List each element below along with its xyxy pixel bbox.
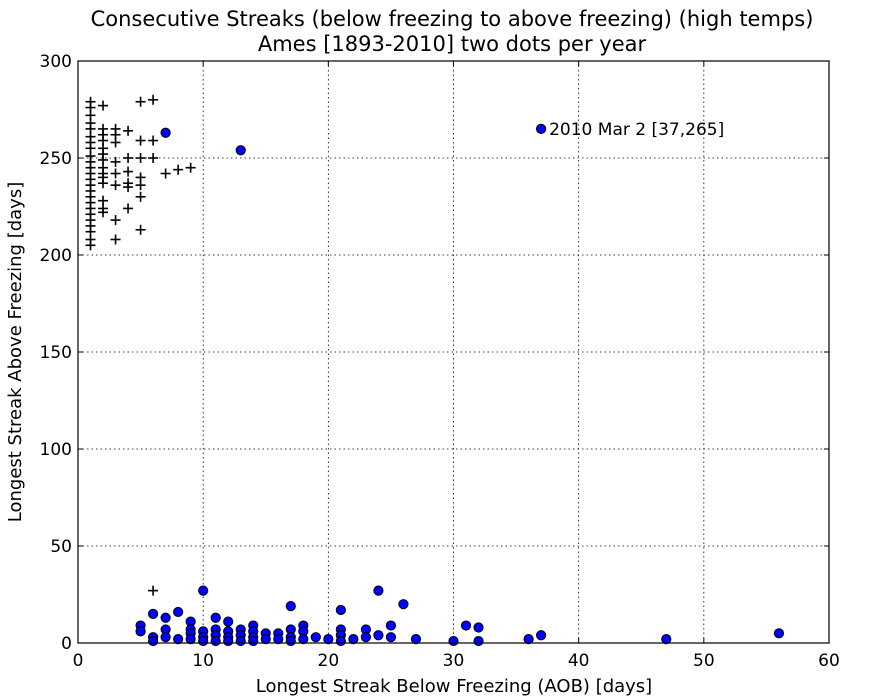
y-tick-label: 150: [40, 343, 72, 363]
x-axis-label: Longest Streak Below Freezing (AOB) [day…: [256, 676, 652, 697]
data-point-circle: [135, 626, 146, 637]
data-point-plus: [148, 135, 159, 146]
data-point-plus: [98, 100, 109, 111]
data-point-plus: [110, 215, 121, 226]
data-point-plus: [123, 153, 134, 163]
x-tick-labels: 0 10 20 30 40 50 60: [73, 651, 840, 671]
data-point-circle: [323, 634, 334, 645]
data-point-plus: [110, 168, 121, 179]
x-tick-label: 50: [693, 651, 715, 671]
data-point-plus: [135, 224, 146, 235]
data-point-circle: [385, 632, 397, 643]
data-point-plus: [110, 234, 121, 245]
data-point-circle: [335, 604, 346, 616]
y-tick-label: 50: [50, 537, 72, 557]
data-point-circle: [448, 635, 459, 647]
data-point-circle: [410, 634, 422, 645]
data-point-circle: [235, 145, 246, 156]
data-point-circle: [335, 635, 346, 647]
y-tick-label: 300: [40, 52, 72, 72]
data-point-circle: [398, 599, 409, 610]
x-tick-label: 40: [568, 651, 590, 671]
data-point-circle: [160, 612, 171, 623]
x-tick-label: 0: [73, 651, 84, 671]
y-tick-label: 200: [40, 246, 72, 266]
data-point-plus: [98, 207, 109, 218]
data-point-circle: [198, 635, 209, 647]
x-tick-label: 10: [192, 651, 214, 671]
y-tick-label: 250: [40, 149, 72, 169]
data-point-circle: [260, 634, 271, 645]
y-tick-label: 0: [61, 634, 72, 654]
x-tick-label: 20: [318, 651, 340, 671]
data-markers: [85, 94, 785, 647]
data-point-plus: [110, 156, 121, 167]
chart-title: Consecutive Streaks (below freezing to a…: [91, 7, 814, 31]
data-point-plus: [123, 182, 134, 193]
data-point-circle: [148, 608, 159, 620]
data-point-circle: [373, 585, 384, 596]
data-point-plus: [160, 168, 171, 179]
data-point-circle: [773, 628, 785, 639]
data-point-circle: [373, 630, 384, 641]
data-point-circle: [198, 585, 209, 596]
data-point-plus: [148, 94, 159, 105]
data-point-plus: [85, 240, 96, 251]
data-point-circle: [173, 634, 184, 645]
data-point-plus: [123, 166, 134, 177]
x-tick-label: 30: [443, 651, 465, 671]
y-axis-label: Longest Streak Above Freezing [days]: [5, 182, 26, 522]
data-point-circle: [360, 632, 371, 643]
data-point-circle: [210, 612, 221, 623]
data-point-plus: [148, 585, 159, 596]
data-point-plus: [173, 164, 184, 175]
data-point-circle: [661, 634, 672, 645]
data-point-plus: [185, 162, 196, 173]
data-point-plus: [135, 153, 146, 163]
data-point-circle: [310, 632, 321, 643]
data-point-circle: [285, 601, 296, 612]
data-point-circle: [248, 635, 259, 647]
data-point-circle: [536, 123, 547, 134]
data-point-plus: [135, 180, 146, 191]
data-point-plus: [110, 137, 121, 148]
data-point-circle: [298, 634, 309, 645]
data-point-circle: [223, 616, 234, 627]
data-point-circle: [473, 635, 484, 647]
y-tick-labels: 0 50 100 150 200 250 300: [40, 52, 72, 654]
data-point-plus: [110, 180, 121, 191]
data-point-plus: [123, 203, 134, 214]
plot-frame: [77, 60, 830, 644]
data-point-circle: [523, 634, 534, 645]
y-tick-label: 100: [40, 440, 72, 460]
x-tick-label: 60: [818, 651, 840, 671]
data-point-plus: [123, 125, 134, 136]
data-point-circle: [285, 635, 296, 647]
data-point-plus: [135, 135, 146, 146]
data-point-circle: [160, 127, 171, 138]
point-annotation: 2010 Mar 2 [37,265]: [549, 120, 724, 140]
grid-lines: [78, 61, 829, 643]
chart-subtitle: Ames [1893-2010] two dots per year: [258, 32, 647, 56]
data-point-circle: [235, 635, 246, 647]
data-point-circle: [273, 634, 284, 645]
data-point-circle: [160, 632, 171, 643]
data-point-circle: [385, 620, 397, 631]
data-point-circle: [185, 634, 196, 645]
data-point-circle: [460, 620, 472, 631]
data-point-circle: [148, 635, 159, 647]
data-point-circle: [536, 630, 547, 641]
data-point-circle: [348, 634, 359, 645]
data-point-plus: [98, 178, 109, 189]
data-point-circle: [173, 606, 184, 618]
data-point-plus: [135, 191, 146, 202]
data-point-circle: [223, 635, 234, 647]
data-point-circle: [210, 635, 221, 647]
data-point-plus: [135, 96, 146, 107]
data-point-plus: [148, 153, 159, 163]
data-point-circle: [473, 622, 484, 633]
